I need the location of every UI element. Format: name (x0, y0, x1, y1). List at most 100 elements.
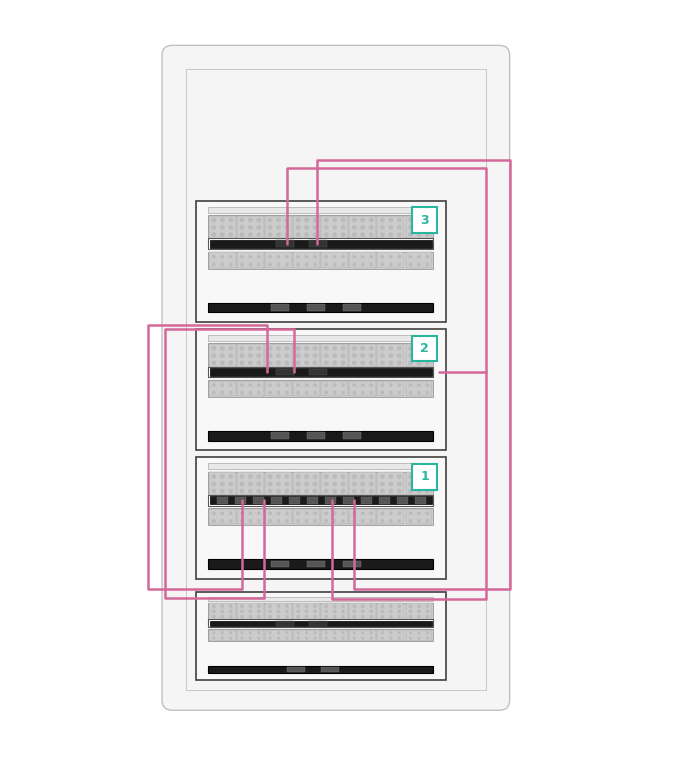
Circle shape (248, 482, 252, 486)
Circle shape (269, 512, 271, 515)
Circle shape (229, 475, 232, 478)
Circle shape (213, 638, 215, 639)
Circle shape (325, 384, 327, 386)
Circle shape (269, 616, 271, 618)
Circle shape (398, 219, 401, 222)
Circle shape (342, 354, 345, 357)
Circle shape (389, 256, 392, 258)
Circle shape (297, 520, 299, 522)
Circle shape (370, 256, 373, 258)
Circle shape (342, 638, 344, 639)
Circle shape (333, 219, 336, 222)
Circle shape (213, 631, 215, 634)
Bar (321, 509, 348, 524)
Circle shape (229, 482, 232, 486)
Circle shape (213, 512, 215, 515)
Circle shape (305, 490, 308, 493)
Bar (412, 335, 437, 361)
Circle shape (305, 610, 308, 613)
Circle shape (240, 219, 244, 222)
Bar (209, 252, 236, 268)
Circle shape (305, 520, 308, 522)
Circle shape (230, 610, 232, 613)
Circle shape (333, 361, 336, 364)
Circle shape (305, 233, 308, 236)
Circle shape (249, 263, 252, 266)
Circle shape (296, 233, 300, 236)
Bar (377, 509, 404, 524)
Circle shape (369, 354, 373, 357)
Circle shape (418, 616, 421, 618)
Bar (377, 630, 404, 641)
Circle shape (229, 354, 232, 357)
Circle shape (398, 520, 400, 522)
Circle shape (277, 475, 280, 478)
Circle shape (313, 482, 317, 486)
Circle shape (325, 263, 327, 266)
Bar (208, 216, 433, 240)
Circle shape (334, 631, 335, 634)
Circle shape (342, 263, 344, 266)
Bar (196, 592, 446, 680)
Circle shape (221, 354, 224, 357)
Circle shape (389, 520, 392, 522)
Circle shape (297, 638, 299, 639)
Circle shape (325, 219, 328, 222)
Circle shape (381, 482, 384, 486)
Bar (209, 240, 432, 247)
Bar (343, 433, 361, 439)
Circle shape (381, 354, 384, 357)
Bar (208, 238, 433, 249)
Bar (208, 559, 433, 569)
Circle shape (230, 256, 232, 258)
Circle shape (257, 361, 261, 364)
Circle shape (361, 233, 364, 236)
Bar (406, 509, 432, 524)
Circle shape (417, 490, 421, 493)
Circle shape (418, 605, 421, 607)
Circle shape (426, 520, 429, 522)
Circle shape (325, 361, 328, 364)
Circle shape (221, 631, 223, 634)
Circle shape (241, 610, 243, 613)
Circle shape (277, 638, 279, 639)
Bar (377, 216, 404, 239)
Circle shape (398, 605, 400, 607)
Text: 2: 2 (421, 342, 429, 355)
Circle shape (389, 384, 392, 386)
Circle shape (352, 361, 356, 364)
Circle shape (258, 512, 260, 515)
Bar (309, 621, 327, 625)
Circle shape (389, 219, 393, 222)
Circle shape (426, 361, 429, 364)
Circle shape (314, 392, 316, 394)
Circle shape (427, 638, 428, 639)
Circle shape (257, 219, 261, 222)
Bar (321, 344, 348, 367)
Circle shape (389, 490, 393, 493)
Circle shape (333, 392, 336, 394)
Circle shape (325, 482, 328, 486)
Circle shape (389, 233, 393, 236)
Bar (208, 471, 433, 496)
Circle shape (269, 605, 271, 607)
Bar (237, 509, 264, 524)
Circle shape (230, 631, 232, 634)
Circle shape (333, 256, 336, 258)
Circle shape (333, 610, 336, 613)
Circle shape (258, 263, 260, 266)
Circle shape (277, 219, 280, 222)
Circle shape (342, 482, 345, 486)
Bar (350, 630, 376, 641)
Circle shape (297, 631, 299, 634)
Circle shape (286, 475, 289, 478)
Circle shape (352, 233, 356, 236)
Bar (377, 472, 404, 496)
Circle shape (221, 610, 223, 613)
Circle shape (398, 475, 401, 478)
Bar (235, 497, 246, 503)
Circle shape (305, 392, 308, 394)
Circle shape (369, 475, 373, 478)
Circle shape (286, 347, 289, 350)
Circle shape (286, 233, 289, 236)
